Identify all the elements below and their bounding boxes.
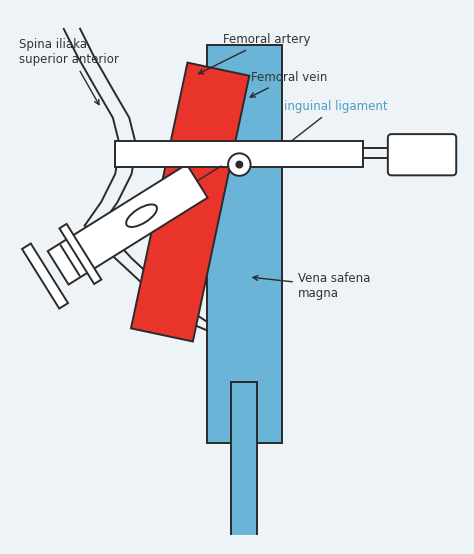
Polygon shape <box>231 382 257 546</box>
Text: Spina iliaka
superior anterior: Spina iliaka superior anterior <box>19 38 119 105</box>
Circle shape <box>236 161 243 168</box>
Text: Femoral vein: Femoral vein <box>250 71 328 97</box>
Bar <box>115 141 364 167</box>
Polygon shape <box>59 224 101 284</box>
Circle shape <box>228 153 251 176</box>
Polygon shape <box>48 165 208 285</box>
Polygon shape <box>207 45 282 443</box>
Text: Femoral artery: Femoral artery <box>199 33 310 74</box>
Text: inguinal ligament: inguinal ligament <box>278 100 387 152</box>
FancyBboxPatch shape <box>388 134 456 176</box>
Polygon shape <box>131 63 249 341</box>
Polygon shape <box>22 244 68 309</box>
Text: Vena safena
magna: Vena safena magna <box>253 273 370 300</box>
Ellipse shape <box>126 204 157 227</box>
